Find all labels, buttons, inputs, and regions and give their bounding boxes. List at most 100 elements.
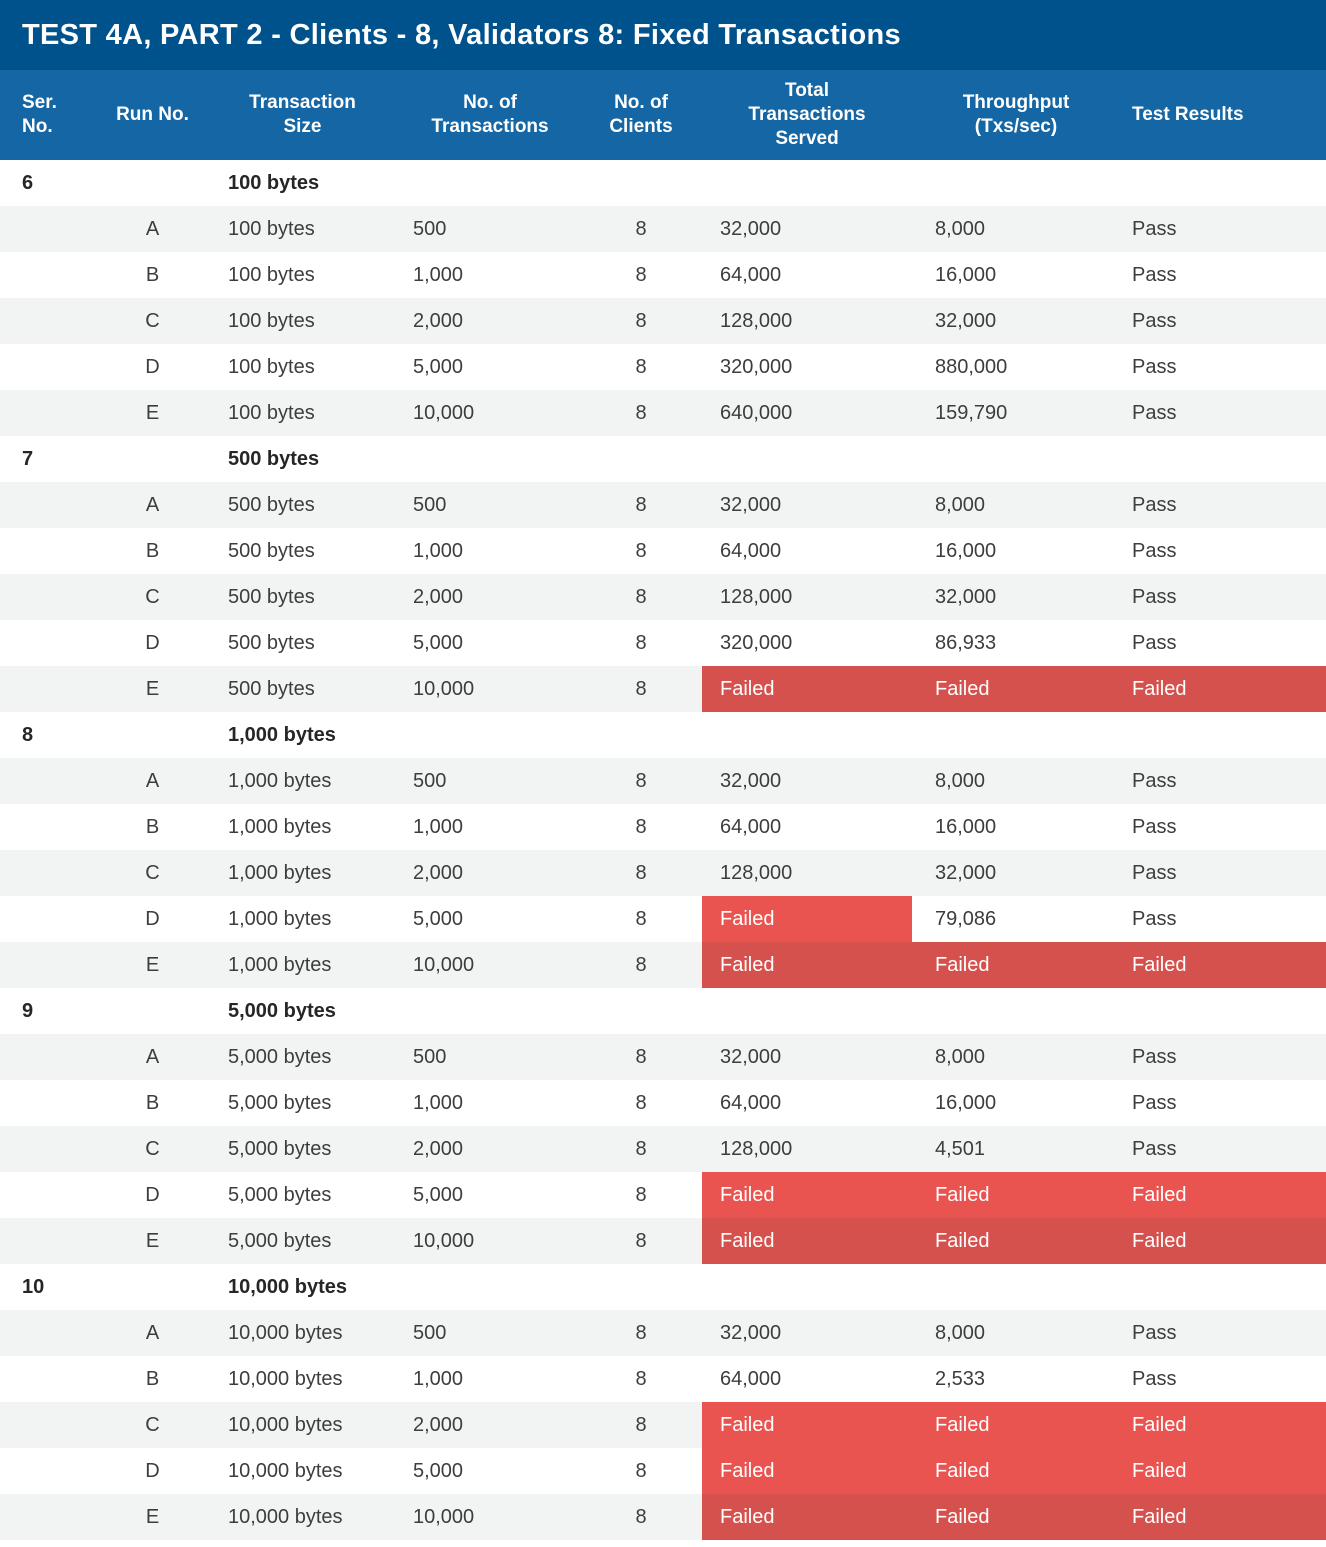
served-cell: [702, 1264, 912, 1310]
column-header-no-of-clients: No. of Clients: [609, 92, 673, 137]
table-row: B 1,000 bytes 1,000 8 64,000 16,000 Pass: [0, 804, 1326, 850]
transactions-cell: [400, 712, 580, 758]
transactions-cell: 2,000: [413, 585, 464, 608]
served-cell: Failed: [702, 896, 912, 942]
clients-cell: 8: [635, 1367, 647, 1390]
result-cell: Pass: [1132, 309, 1177, 332]
served-cell: [702, 712, 912, 758]
result-cell: Pass: [1132, 861, 1177, 884]
throughput-cell: 8,000: [935, 1321, 986, 1344]
throughput-cell: 16,000: [935, 539, 997, 562]
run-cell: E: [145, 953, 160, 976]
size-cell: 10,000 bytes: [228, 1367, 343, 1390]
served-cell: 32,000: [720, 493, 782, 516]
result-cell: Failed: [1120, 1172, 1326, 1218]
transactions-cell: 2,000: [413, 309, 464, 332]
group-size-cell: 1,000 bytes: [228, 723, 336, 746]
serial-cell: [0, 390, 100, 436]
transactions-cell: 10,000: [413, 953, 475, 976]
run-cell: C: [145, 1137, 160, 1160]
run-cell: B: [145, 539, 160, 562]
throughput-cell: 32,000: [935, 585, 997, 608]
table-row: E 100 bytes 10,000 8 640,000 159,790 Pass: [0, 390, 1326, 436]
serial-cell: [0, 298, 100, 344]
table-row: B 5,000 bytes 1,000 8 64,000 16,000 Pass: [0, 1080, 1326, 1126]
served-cell: 128,000: [720, 861, 793, 884]
size-cell: 100 bytes: [228, 263, 315, 286]
run-cell: E: [145, 401, 160, 424]
run-cell: [100, 988, 205, 1034]
table-row: E 1,000 bytes 10,000 8 Failed Failed Failed: [0, 942, 1326, 988]
result-cell: [1120, 1264, 1326, 1310]
clients-cell: [580, 988, 702, 1034]
table-row: D 1,000 bytes 5,000 8 Failed 79,086 Pass: [0, 896, 1326, 942]
serial-cell: [0, 620, 100, 666]
serial-cell: [0, 1080, 100, 1126]
run-cell: C: [145, 309, 160, 332]
run-cell: A: [145, 493, 160, 516]
run-cell: A: [145, 1045, 160, 1068]
transactions-cell: 1,000: [413, 539, 464, 562]
run-cell: C: [145, 1413, 160, 1436]
table-row: D 100 bytes 5,000 8 320,000 880,000 Pass: [0, 344, 1326, 390]
served-cell: 64,000: [720, 539, 782, 562]
transactions-cell: 2,000: [413, 861, 464, 884]
clients-cell: 8: [635, 815, 647, 838]
size-cell: 1,000 bytes: [228, 953, 332, 976]
table-row: C 500 bytes 2,000 8 128,000 32,000 Pass: [0, 574, 1326, 620]
transactions-cell: 1,000: [413, 1091, 464, 1114]
throughput-cell: 880,000: [935, 355, 1008, 378]
throughput-cell: 16,000: [935, 263, 997, 286]
run-cell: E: [145, 1229, 160, 1252]
clients-cell: 8: [635, 1413, 647, 1436]
throughput-cell: Failed: [912, 942, 1120, 988]
group-size-cell: 100 bytes: [228, 171, 320, 194]
served-cell: 64,000: [720, 1367, 782, 1390]
throughput-cell: [912, 1264, 1120, 1310]
serial-cell: [0, 1356, 100, 1402]
throughput-cell: 32,000: [935, 309, 997, 332]
throughput-cell: [912, 160, 1120, 206]
group-header-row: 6 100 bytes: [0, 160, 1326, 206]
serial-cell: [0, 482, 100, 528]
result-cell: [1120, 988, 1326, 1034]
serial-cell: [0, 252, 100, 298]
clients-cell: 8: [635, 1137, 647, 1160]
clients-cell: 8: [635, 1229, 647, 1252]
group-serial-cell: 9: [22, 999, 34, 1022]
result-cell: [1120, 712, 1326, 758]
size-cell: 10,000 bytes: [228, 1505, 343, 1528]
result-cell: Pass: [1132, 1367, 1177, 1390]
throughput-cell: 8,000: [935, 1045, 986, 1068]
transactions-cell: 5,000: [413, 1459, 464, 1482]
result-cell: Pass: [1132, 1137, 1177, 1160]
results-table-body: 6 100 bytes A 100 bytes 500 8 32,000 8,000 Pass B…: [0, 160, 1326, 1540]
clients-cell: 8: [635, 861, 647, 884]
run-cell: [100, 160, 205, 206]
run-cell: E: [145, 677, 160, 700]
served-cell: 640,000: [720, 401, 793, 424]
run-cell: B: [145, 263, 160, 286]
served-cell: 32,000: [720, 769, 782, 792]
run-cell: C: [145, 585, 160, 608]
throughput-cell: [912, 436, 1120, 482]
served-cell: 128,000: [720, 585, 793, 608]
serial-cell: [0, 1494, 100, 1540]
transactions-cell: 10,000: [413, 1229, 475, 1252]
table-row: D 500 bytes 5,000 8 320,000 86,933 Pass: [0, 620, 1326, 666]
throughput-cell: Failed: [912, 1494, 1120, 1540]
group-serial-cell: 7: [22, 447, 34, 470]
run-cell: [100, 1264, 205, 1310]
run-cell: E: [145, 1505, 160, 1528]
serial-cell: [0, 942, 100, 988]
table-row: B 500 bytes 1,000 8 64,000 16,000 Pass: [0, 528, 1326, 574]
table-row: B 10,000 bytes 1,000 8 64,000 2,533 Pass: [0, 1356, 1326, 1402]
run-cell: D: [145, 355, 160, 378]
run-cell: D: [145, 1183, 160, 1206]
table-header-row: Ser. No. Run No. Transaction Size No. of…: [0, 70, 1326, 160]
served-cell: 64,000: [720, 263, 782, 286]
run-cell: C: [145, 861, 160, 884]
result-cell: Pass: [1132, 1321, 1177, 1344]
transactions-cell: [400, 1264, 580, 1310]
